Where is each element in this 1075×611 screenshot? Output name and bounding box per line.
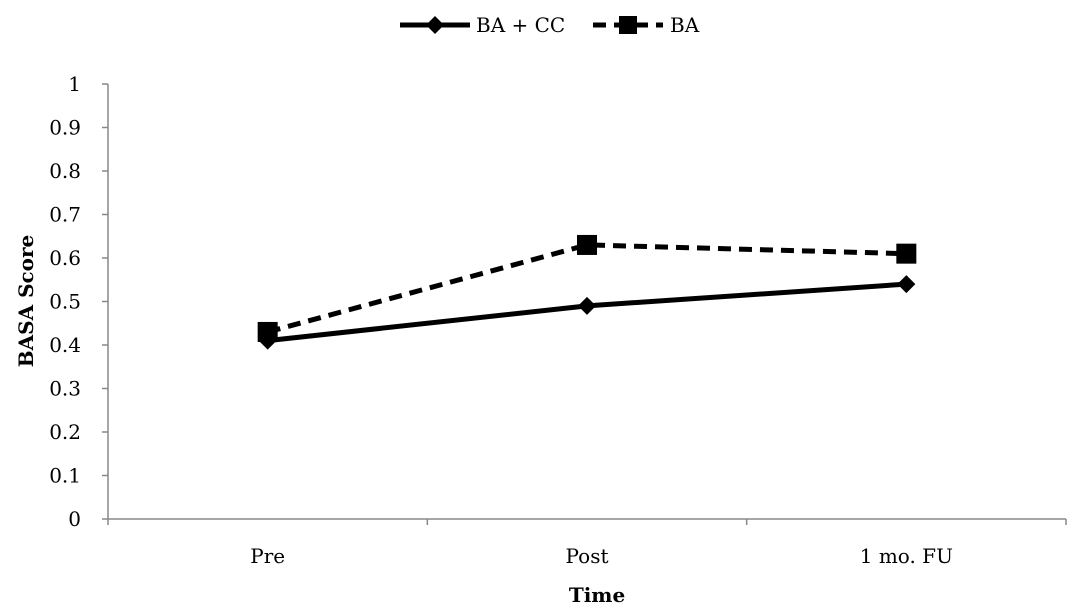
legend-item-ba-cc: BA + CC (400, 13, 565, 37)
x-tick-label: 1 mo. FU (860, 544, 953, 568)
y-tick-label: 0.1 (49, 464, 81, 488)
legend-label-ba-cc: BA + CC (476, 13, 565, 37)
x-axis-title: Time (569, 583, 625, 607)
data-point-square (257, 321, 278, 342)
plot-area (257, 234, 917, 350)
legend-marker-diamond-icon (426, 16, 444, 34)
series-1 (257, 234, 917, 342)
x-tick-label: Pre (250, 544, 285, 568)
y-tick-label: 0.9 (49, 116, 81, 140)
y-tick-label: 0.4 (49, 333, 81, 357)
data-point-square (577, 234, 597, 255)
data-point-diamond (897, 275, 916, 294)
y-axis-title: BASA Score (14, 235, 38, 368)
y-tick-label: 0.8 (49, 159, 81, 183)
legend-marker-square-icon (619, 16, 637, 34)
series-0 (258, 275, 916, 350)
data-point-square (896, 243, 917, 264)
y-tick-label: 0.6 (49, 246, 81, 270)
y-axis-ticks: 0 0.1 0.2 0.3 0.4 0.5 0.6 0.7 0.8 0.9 1 (49, 72, 108, 531)
legend: BA + CC BA (400, 13, 700, 37)
y-tick-label: 0 (68, 507, 81, 531)
y-tick-label: 0.2 (49, 420, 81, 444)
x-axis-ticks: Pre Post 1 mo. FU (107, 519, 1067, 568)
legend-item-ba: BA (593, 13, 700, 37)
x-tick-label: Post (566, 544, 609, 568)
series-line (267, 242, 907, 335)
y-tick-label: 0.3 (49, 377, 81, 401)
y-tick-label: 1 (68, 72, 81, 96)
y-tick-label: 0.5 (49, 290, 81, 314)
y-tick-label: 0.7 (49, 203, 81, 227)
legend-label-ba: BA (670, 13, 700, 37)
data-point-diamond (578, 296, 596, 315)
